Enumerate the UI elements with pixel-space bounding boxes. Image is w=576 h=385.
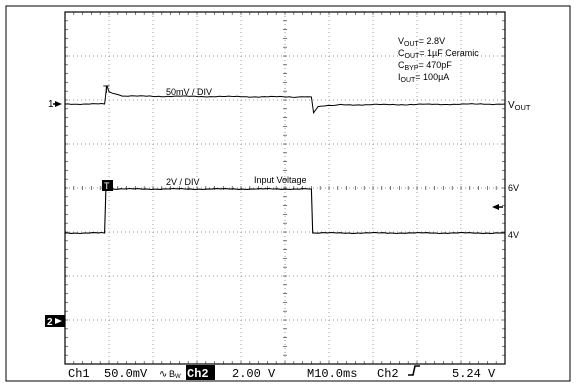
status-ch2-label: Ch2 [187,367,209,381]
param-cbyp: CBYP= 470pF [398,60,452,72]
status-ch1-label: Ch1 [68,367,90,381]
outer-border [5,5,571,382]
ch2-trace [64,187,506,235]
ch2-high-level-label: 6V [508,183,519,193]
input-voltage-label: Input Voltage [254,175,307,185]
status-bar: Ch1 50.0mV ∿ BW Ch2 2.00 V M10.0ms Ch2 5… [68,365,496,381]
graticule [65,12,505,364]
status-timebase: M10.0ms [307,367,357,381]
status-ch1-scale: 50.0mV [104,367,148,381]
param-cout: COUT= 1µF Ceramic [398,48,479,60]
ch2-marker-label: 2 [47,317,53,328]
ch2-low-level-label: 4V [508,230,519,240]
ch2-ground-marker: 2 [45,315,65,328]
ch1-marker-label: 1 [48,99,54,110]
ch1-scale-label: 50mV / DIV [166,87,212,97]
trigger-level-arrow-icon [492,204,499,210]
bandwidth-limit-icon: BW [169,369,181,380]
vout-label: VOUT [508,100,531,112]
trigger-marker-ch1: T [103,84,110,96]
param-vout: VOUT= 2.8V [398,36,445,48]
ch1-marker-arrow-icon [55,101,62,107]
param-iout: IOUT= 100µA [398,72,449,84]
trigger-marker-box [102,180,113,191]
ch1-ground-marker: 1 [48,99,62,110]
rising-edge-icon [408,365,420,376]
status-trigger-level: 5.24 V [452,367,496,381]
ac-coupling-icon: ∿ [159,369,167,380]
parameter-annotations: VOUT= 2.8V COUT= 1µF Ceramic CBYP= 470pF… [398,36,479,84]
ch2-marker-arrow-icon [55,318,62,324]
ch1-trace [64,85,506,115]
plot-frame [64,11,506,365]
ch2-scale-label: 2V / DIV [166,177,200,187]
status-ch2-badge [186,365,215,380]
trigger-marker-text: T [104,181,110,191]
trigger-marker-ch2: T [102,180,113,191]
status-trigger-source: Ch2 [377,367,399,381]
status-ch2-scale: 2.00 V [232,367,276,381]
